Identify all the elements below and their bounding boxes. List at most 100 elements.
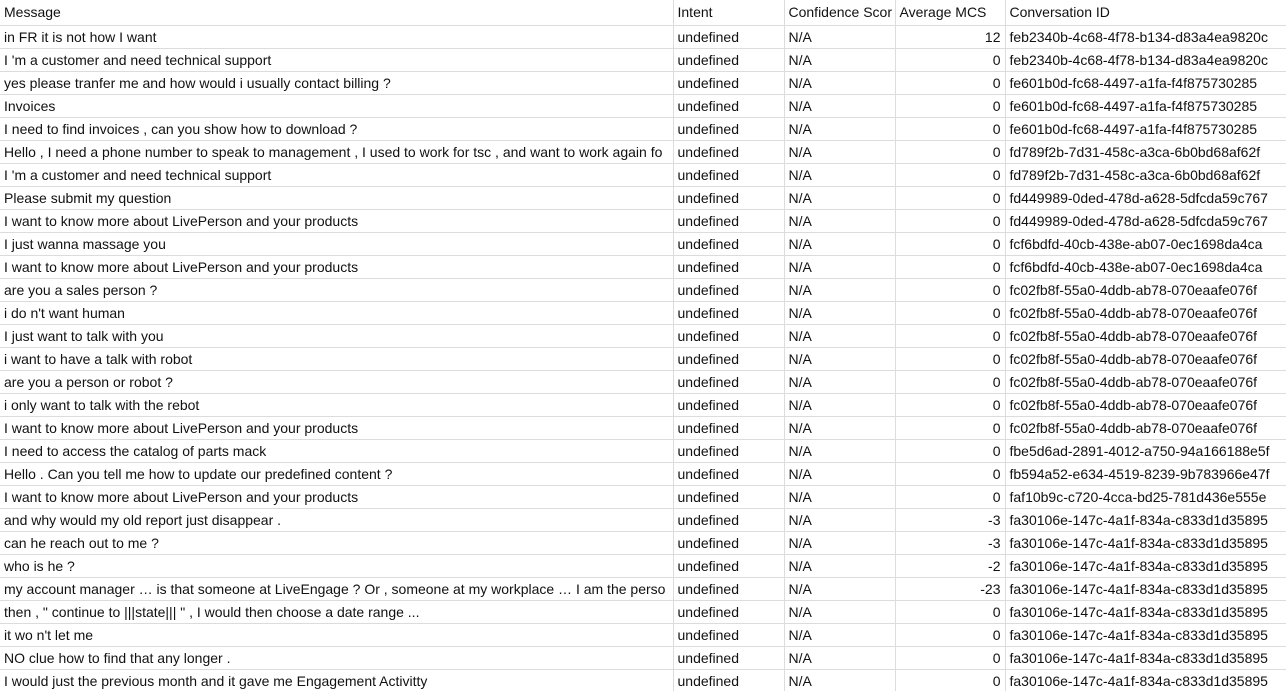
cell-message[interactable]: Hello . Can you tell me how to update ou… (0, 462, 674, 486)
cell-message[interactable]: NO clue how to find that any longer . (0, 646, 674, 670)
cell-intent[interactable]: undefined (673, 255, 785, 279)
cell-confidence[interactable]: N/A (784, 209, 896, 233)
cell-confidence[interactable]: N/A (784, 255, 896, 279)
cell-message[interactable]: Please submit my question (0, 186, 674, 210)
cell-average-mcs[interactable]: 0 (895, 669, 1006, 691)
cell-intent[interactable]: undefined (673, 393, 785, 417)
cell-average-mcs[interactable]: -23 (895, 577, 1006, 601)
cell-intent[interactable]: undefined (673, 554, 785, 578)
cell-confidence[interactable]: N/A (784, 94, 896, 118)
cell-confidence[interactable]: N/A (784, 117, 896, 141)
cell-average-mcs[interactable]: 0 (895, 600, 1006, 624)
cell-conversation-id[interactable]: fc02fb8f-55a0-4ddb-ab78-070eaafe076f (1005, 278, 1286, 302)
cell-confidence[interactable]: N/A (784, 577, 896, 601)
cell-confidence[interactable]: N/A (784, 140, 896, 164)
cell-message[interactable]: I just want to talk with you (0, 324, 674, 348)
cell-conversation-id[interactable]: fe601b0d-fc68-4497-a1fa-f4f875730285 (1005, 117, 1286, 141)
cell-message[interactable]: I 'm a customer and need technical suppo… (0, 48, 674, 72)
cell-message[interactable]: i do n't want human (0, 301, 674, 325)
cell-average-mcs[interactable]: 0 (895, 393, 1006, 417)
cell-intent[interactable]: undefined (673, 669, 785, 691)
cell-message[interactable]: I just wanna massage you (0, 232, 674, 256)
cell-average-mcs[interactable]: 0 (895, 646, 1006, 670)
cell-average-mcs[interactable]: 0 (895, 623, 1006, 647)
cell-intent[interactable]: undefined (673, 623, 785, 647)
cell-conversation-id[interactable]: fe601b0d-fc68-4497-a1fa-f4f875730285 (1005, 94, 1286, 118)
cell-average-mcs[interactable]: 0 (895, 117, 1006, 141)
cell-message[interactable]: yes please tranfer me and how would i us… (0, 71, 674, 95)
cell-conversation-id[interactable]: faf10b9c-c720-4cca-bd25-781d436e555e (1005, 485, 1286, 509)
cell-confidence[interactable]: N/A (784, 301, 896, 325)
cell-confidence[interactable]: N/A (784, 71, 896, 95)
cell-average-mcs[interactable]: 0 (895, 209, 1006, 233)
cell-average-mcs[interactable]: 0 (895, 324, 1006, 348)
cell-confidence[interactable]: N/A (784, 554, 896, 578)
cell-message[interactable]: who is he ? (0, 554, 674, 578)
header-average-mcs[interactable]: Average MCS (895, 0, 1006, 26)
cell-conversation-id[interactable]: fc02fb8f-55a0-4ddb-ab78-070eaafe076f (1005, 347, 1286, 371)
cell-confidence[interactable]: N/A (784, 370, 896, 394)
cell-intent[interactable]: undefined (673, 485, 785, 509)
cell-conversation-id[interactable]: fa30106e-147c-4a1f-834a-c833d1d35895 (1005, 623, 1286, 647)
cell-confidence[interactable]: N/A (784, 485, 896, 509)
cell-intent[interactable]: undefined (673, 416, 785, 440)
cell-message[interactable]: Hello , I need a phone number to speak t… (0, 140, 674, 164)
cell-average-mcs[interactable]: 0 (895, 232, 1006, 256)
cell-message[interactable]: I want to know more about LivePerson and… (0, 485, 674, 509)
header-confidence[interactable]: Confidence Scor (784, 0, 896, 26)
cell-average-mcs[interactable]: 0 (895, 71, 1006, 95)
cell-average-mcs[interactable]: 0 (895, 48, 1006, 72)
cell-message[interactable]: I need to access the catalog of parts ma… (0, 439, 674, 463)
cell-intent[interactable]: undefined (673, 48, 785, 72)
cell-intent[interactable]: undefined (673, 94, 785, 118)
cell-message[interactable]: i only want to talk with the rebot (0, 393, 674, 417)
cell-message[interactable]: are you a sales person ? (0, 278, 674, 302)
cell-average-mcs[interactable]: 0 (895, 439, 1006, 463)
cell-conversation-id[interactable]: fa30106e-147c-4a1f-834a-c833d1d35895 (1005, 669, 1286, 691)
cell-conversation-id[interactable]: fcf6bdfd-40cb-438e-ab07-0ec1698da4ca (1005, 255, 1286, 279)
cell-conversation-id[interactable]: fcf6bdfd-40cb-438e-ab07-0ec1698da4ca (1005, 232, 1286, 256)
cell-message[interactable]: my account manager … is that someone at … (0, 577, 674, 601)
cell-confidence[interactable]: N/A (784, 48, 896, 72)
cell-message[interactable]: are you a person or robot ? (0, 370, 674, 394)
cell-conversation-id[interactable]: fc02fb8f-55a0-4ddb-ab78-070eaafe076f (1005, 301, 1286, 325)
cell-conversation-id[interactable]: fa30106e-147c-4a1f-834a-c833d1d35895 (1005, 508, 1286, 532)
cell-intent[interactable]: undefined (673, 439, 785, 463)
cell-conversation-id[interactable]: fbe5d6ad-2891-4012-a750-94a166188e5f (1005, 439, 1286, 463)
cell-conversation-id[interactable]: feb2340b-4c68-4f78-b134-d83a4ea9820c (1005, 48, 1286, 72)
cell-average-mcs[interactable]: 0 (895, 163, 1006, 187)
cell-intent[interactable]: undefined (673, 531, 785, 555)
cell-average-mcs[interactable]: 0 (895, 140, 1006, 164)
cell-intent[interactable]: undefined (673, 600, 785, 624)
cell-intent[interactable]: undefined (673, 324, 785, 348)
cell-confidence[interactable]: N/A (784, 508, 896, 532)
cell-conversation-id[interactable]: fb594a52-e634-4519-8239-9b783966e47f (1005, 462, 1286, 486)
cell-message[interactable]: Invoices (0, 94, 674, 118)
cell-average-mcs[interactable]: -3 (895, 531, 1006, 555)
cell-confidence[interactable]: N/A (784, 531, 896, 555)
cell-conversation-id[interactable]: feb2340b-4c68-4f78-b134-d83a4ea9820c (1005, 25, 1286, 49)
cell-conversation-id[interactable]: fe601b0d-fc68-4497-a1fa-f4f875730285 (1005, 71, 1286, 95)
cell-intent[interactable]: undefined (673, 209, 785, 233)
cell-intent[interactable]: undefined (673, 25, 785, 49)
cell-message[interactable]: and why would my old report just disappe… (0, 508, 674, 532)
cell-intent[interactable]: undefined (673, 117, 785, 141)
cell-conversation-id[interactable]: fd449989-0ded-478d-a628-5dfcda59c767 (1005, 186, 1286, 210)
header-conversation-id[interactable]: Conversation ID (1005, 0, 1286, 26)
cell-intent[interactable]: undefined (673, 140, 785, 164)
header-intent[interactable]: Intent (673, 0, 785, 26)
cell-confidence[interactable]: N/A (784, 25, 896, 49)
cell-intent[interactable]: undefined (673, 370, 785, 394)
header-message[interactable]: Message (0, 0, 674, 26)
cell-average-mcs[interactable]: 0 (895, 485, 1006, 509)
cell-message[interactable]: I 'm a customer and need technical suppo… (0, 163, 674, 187)
cell-conversation-id[interactable]: fa30106e-147c-4a1f-834a-c833d1d35895 (1005, 600, 1286, 624)
cell-confidence[interactable]: N/A (784, 347, 896, 371)
cell-conversation-id[interactable]: fc02fb8f-55a0-4ddb-ab78-070eaafe076f (1005, 393, 1286, 417)
cell-confidence[interactable]: N/A (784, 600, 896, 624)
cell-average-mcs[interactable]: 12 (895, 25, 1006, 49)
cell-message[interactable]: I want to know more about LivePerson and… (0, 209, 674, 233)
cell-confidence[interactable]: N/A (784, 623, 896, 647)
cell-average-mcs[interactable]: 0 (895, 462, 1006, 486)
cell-confidence[interactable]: N/A (784, 393, 896, 417)
